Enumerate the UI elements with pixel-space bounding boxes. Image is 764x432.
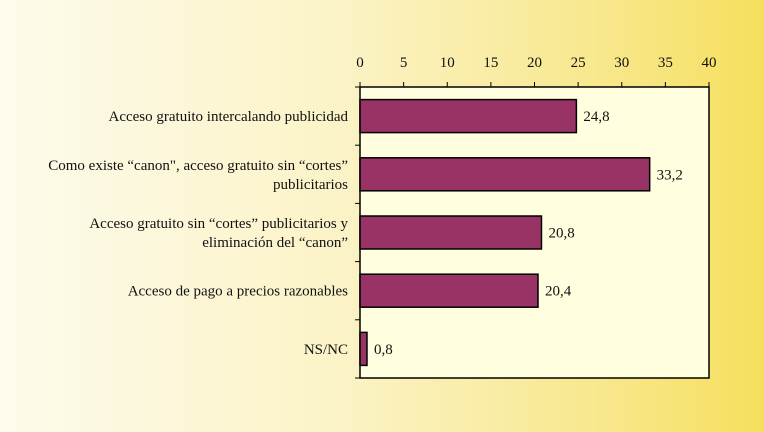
x-tick-label: 5	[400, 55, 408, 71]
category-label: Acceso gratuito sin “cortes” publicitari…	[89, 216, 348, 232]
data-label: 33,2	[657, 167, 683, 183]
category-label: Acceso gratuito intercalando publicidad	[109, 109, 349, 125]
bar	[359, 98, 578, 134]
x-tick-label: 0	[356, 55, 364, 71]
data-label: 24,8	[583, 109, 609, 125]
x-tick-label: 15	[483, 55, 498, 71]
category-label: Acceso de pago a precios razonables	[128, 284, 348, 300]
bar	[359, 157, 651, 192]
category-label: NS/NC	[304, 342, 348, 358]
x-tick-label: 35	[658, 55, 673, 71]
bar	[359, 273, 539, 308]
x-tick-label: 10	[440, 55, 455, 71]
data-label: 0,8	[374, 342, 393, 358]
x-tick-label: 25	[571, 55, 586, 71]
category-label: eliminación del “canon”	[202, 235, 348, 251]
x-tick-label: 30	[614, 55, 629, 71]
x-tick-label: 40	[702, 55, 717, 71]
category-label: Como existe “canon", acceso gratuito sin…	[48, 158, 348, 174]
x-tick-label: 20	[527, 55, 542, 71]
data-label: 20,8	[548, 226, 574, 242]
bar	[359, 215, 543, 250]
category-label: publicitarios	[273, 177, 348, 193]
bar	[359, 331, 368, 367]
data-label: 20,4	[545, 284, 572, 300]
